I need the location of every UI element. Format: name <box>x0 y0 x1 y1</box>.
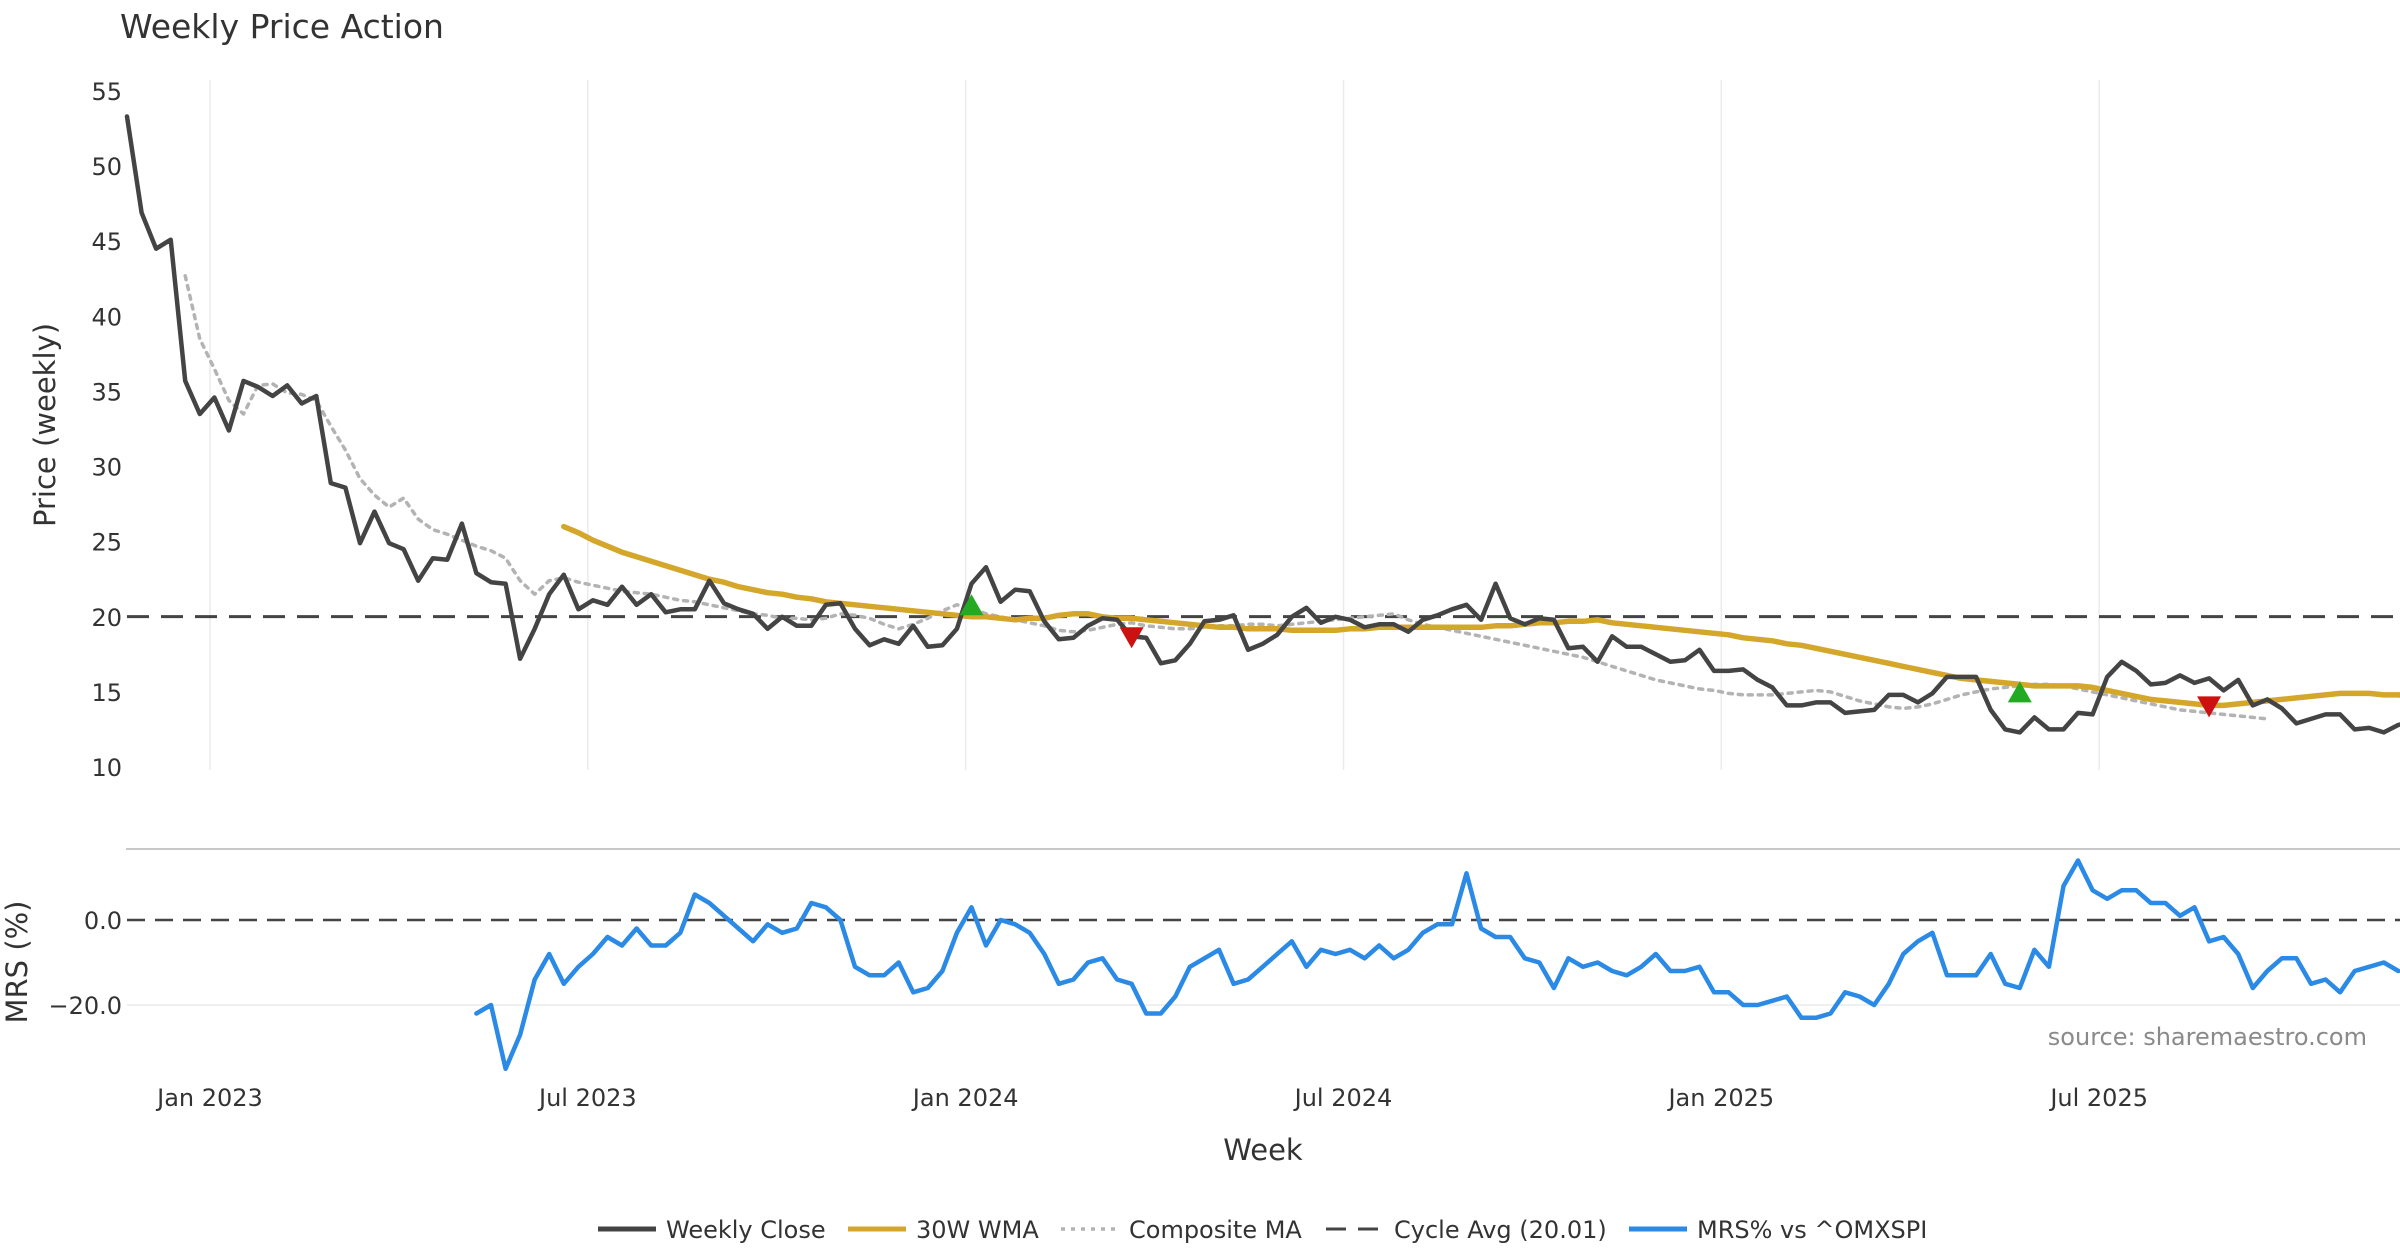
buy-signal-marker <box>959 594 984 616</box>
chart-title: Weekly Price Action <box>120 7 444 46</box>
price-y-tick-labels: 10 15 20 25 30 35 40 45 50 55 <box>91 78 122 782</box>
x-tick-label: Jan 2025 <box>1666 1084 1774 1112</box>
price-y-axis-title: Price (weekly) <box>28 323 62 527</box>
mrs-y-tick-labels: 0.0 −20.0 <box>48 907 122 1020</box>
mrs-y-axis-title: MRS (%) <box>0 901 34 1024</box>
source-note: source: sharemaestro.com <box>2048 1023 2367 1051</box>
x-tick-label: Jan 2024 <box>911 1084 1019 1112</box>
legend: Weekly Close 30W WMA Composite MA Cycle Avg… <box>598 1216 1927 1244</box>
price-y-tick-label: 55 <box>91 78 122 106</box>
price-series <box>124 114 2400 735</box>
price-y-tick-label: 25 <box>91 529 122 557</box>
weekly-close-line <box>124 114 2400 735</box>
price-y-tick-label: 10 <box>91 754 122 782</box>
price-y-tick-label: 30 <box>91 454 122 482</box>
price-y-tick-label: 15 <box>91 679 122 707</box>
legend-label: MRS% vs ^OMXSPI <box>1697 1216 1927 1244</box>
x-tick-label: Jul 2024 <box>1293 1084 1393 1112</box>
x-tick-label: Jul 2025 <box>2048 1084 2148 1112</box>
buy-signal-marker <box>2007 681 2032 703</box>
grid-lines <box>127 80 2400 1006</box>
legend-label: Composite MA <box>1129 1216 1302 1244</box>
price-y-tick-label: 40 <box>91 303 122 331</box>
x-tick-label: Jul 2023 <box>537 1084 637 1112</box>
price-y-tick-label: 35 <box>91 378 122 406</box>
legend-label: 30W WMA <box>916 1216 1039 1244</box>
mrs-series <box>474 858 2400 1072</box>
x-tick-labels: Jan 2023 Jul 2023 Jan 2024 Jul 2024 Jan 2025… <box>155 1084 2148 1112</box>
price-y-tick-label: 50 <box>91 153 122 181</box>
price-y-tick-label: 20 <box>91 604 122 632</box>
price-y-tick-label: 45 <box>91 228 122 256</box>
legend-label: Cycle Avg (20.01) <box>1394 1216 1607 1244</box>
x-tick-label: Jan 2023 <box>155 1084 263 1112</box>
mrs-y-tick-label: −20.0 <box>48 992 122 1020</box>
reference-lines <box>127 615 2400 922</box>
composite-ma-line <box>183 274 2270 721</box>
sell-signal-marker <box>1119 627 1144 649</box>
legend-label: Weekly Close <box>666 1216 826 1244</box>
mrs-y-tick-label: 0.0 <box>84 907 122 935</box>
sell-signal-marker <box>2197 696 2222 718</box>
signal-markers <box>959 594 2222 718</box>
x-axis-title: Week <box>1223 1133 1303 1167</box>
mrs-line <box>474 858 2400 1072</box>
